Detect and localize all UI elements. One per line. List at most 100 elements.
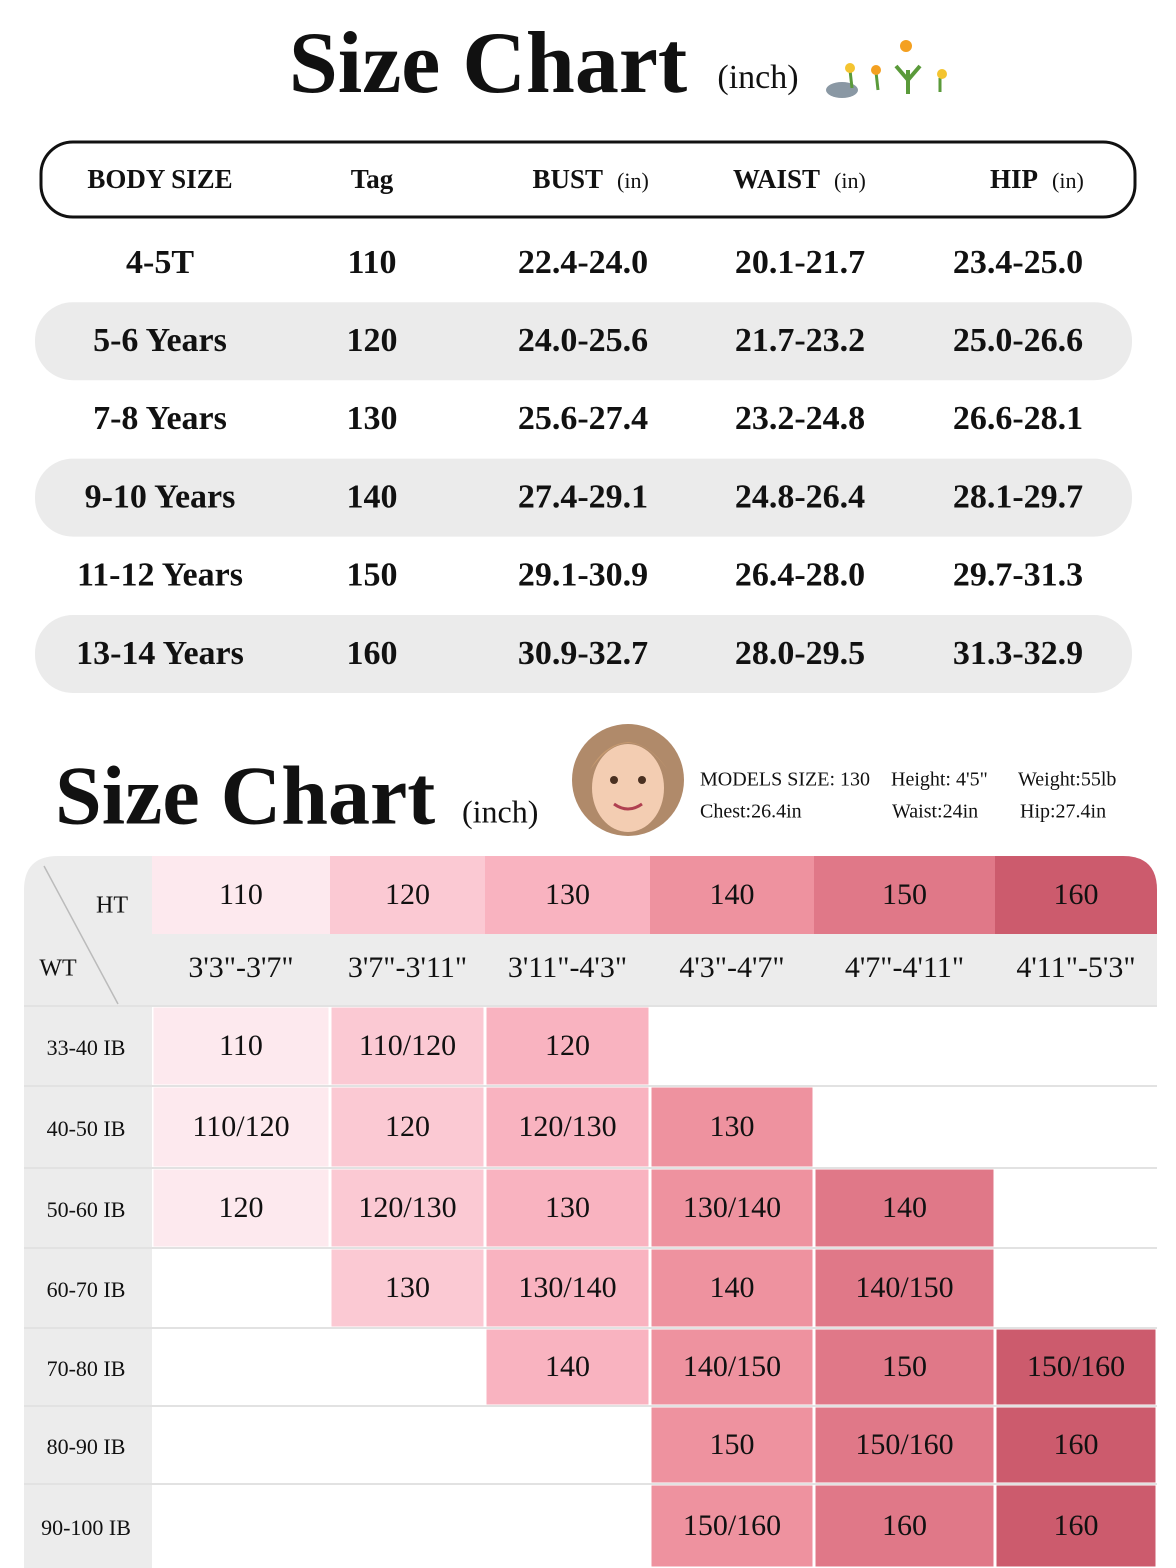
model-info: Height: 4'5" xyxy=(891,769,988,791)
size: 110/120 xyxy=(359,1029,456,1062)
tag-cell xyxy=(152,856,330,934)
tag-cell xyxy=(330,856,485,934)
model-info: Waist:24in xyxy=(892,801,978,823)
header-label: WAIST xyxy=(733,164,820,194)
header-label: HIP xyxy=(990,164,1038,194)
size-cell xyxy=(651,1169,813,1247)
cell: 24.0-25.6 xyxy=(518,322,648,359)
size: 150/160 xyxy=(1027,1350,1125,1383)
title: Size Chart xyxy=(289,15,687,112)
weight-label: 33-40 IB xyxy=(47,1035,126,1060)
size-cell xyxy=(996,1485,1156,1567)
size: 120 xyxy=(545,1029,590,1062)
size-cell xyxy=(815,1169,994,1247)
size-cell xyxy=(153,1087,329,1167)
height: 4'7"-4'11" xyxy=(845,951,964,984)
size-cell xyxy=(486,1007,649,1085)
size-cell xyxy=(331,1249,484,1327)
size: 140 xyxy=(710,1271,755,1304)
size: 150 xyxy=(710,1428,755,1461)
cell: 7-8 Years xyxy=(93,400,227,437)
row-shade xyxy=(35,458,1132,537)
cell: 23.4-25.0 xyxy=(953,244,1083,281)
size-cell xyxy=(815,1329,994,1405)
size: 150/160 xyxy=(855,1428,953,1461)
cell: 29.1-30.9 xyxy=(518,557,648,594)
cell: 28.1-29.7 xyxy=(953,478,1083,515)
size-cell xyxy=(331,1169,484,1247)
header-unit: (in) xyxy=(1052,168,1084,193)
size: 120 xyxy=(219,1191,264,1224)
size-cell xyxy=(153,1007,329,1085)
row-shade xyxy=(35,615,1132,693)
size-cell xyxy=(486,1249,649,1327)
size-cell xyxy=(153,1169,329,1247)
size: 140 xyxy=(545,1350,590,1383)
cell: 110 xyxy=(347,244,396,281)
header-label: BUST xyxy=(532,164,603,194)
cell: 25.0-26.6 xyxy=(953,322,1083,359)
weight-label: 80-90 IB xyxy=(47,1434,126,1459)
cell: 29.7-31.3 xyxy=(953,557,1083,594)
size: 120 xyxy=(385,1110,430,1143)
cell: 27.4-29.1 xyxy=(518,478,648,515)
size: 130 xyxy=(710,1110,755,1143)
weight-label: 40-50 IB xyxy=(47,1116,126,1141)
corner-ht: HT xyxy=(96,893,128,919)
weight-label: 90-100 IB xyxy=(41,1515,131,1540)
model-info: MODELS SIZE: 130 xyxy=(700,769,870,791)
tag: 150 xyxy=(882,878,927,911)
cell: 120 xyxy=(347,322,398,359)
weight-label: 70-80 IB xyxy=(47,1356,126,1381)
cell: 28.0-29.5 xyxy=(735,635,865,672)
size-cell xyxy=(996,1407,1156,1483)
size-cell xyxy=(815,1249,994,1327)
model-info: Hip:27.4in xyxy=(1020,801,1106,823)
tag: 130 xyxy=(545,878,590,911)
tag-cell xyxy=(995,856,1157,934)
cell: 26.6-28.1 xyxy=(953,400,1083,437)
size-cell xyxy=(815,1407,994,1483)
size-cell xyxy=(486,1169,649,1247)
tag: 140 xyxy=(710,878,755,911)
cell: 140 xyxy=(347,478,398,515)
size: 140 xyxy=(882,1191,927,1224)
height: 3'11"-4'3" xyxy=(508,951,627,984)
cell: 9-10 Years xyxy=(85,478,236,515)
height: 4'11"-5'3" xyxy=(1016,951,1135,984)
tag-cell xyxy=(814,856,995,934)
size: 120/130 xyxy=(358,1191,456,1224)
size-cell xyxy=(331,1007,484,1085)
title: Size Chart xyxy=(55,749,435,842)
cell: 150 xyxy=(347,557,398,594)
tag-cell xyxy=(485,856,650,934)
size: 140/150 xyxy=(683,1350,781,1383)
title-unit: (inch) xyxy=(462,793,538,829)
size-cell xyxy=(651,1407,813,1483)
weight-label: 60-70 IB xyxy=(47,1277,126,1302)
size: 130 xyxy=(545,1191,590,1224)
size: 110 xyxy=(219,1029,263,1062)
model-avatar xyxy=(572,724,684,836)
size: 130 xyxy=(385,1271,430,1304)
size: 130/140 xyxy=(518,1271,616,1304)
size-cell xyxy=(331,1087,484,1167)
weight-label: 50-60 IB xyxy=(47,1197,126,1222)
cell: 25.6-27.4 xyxy=(518,400,648,437)
cell: 130 xyxy=(347,400,398,437)
size: 160 xyxy=(882,1509,927,1542)
tag: 110 xyxy=(219,878,263,911)
cell: 23.2-24.8 xyxy=(735,400,865,437)
header-label: BODY SIZE xyxy=(87,164,232,194)
cell: 160 xyxy=(347,635,398,672)
size: 150/160 xyxy=(683,1509,781,1542)
size: 130/140 xyxy=(683,1191,781,1224)
size-cell xyxy=(651,1329,813,1405)
size: 110/120 xyxy=(192,1110,289,1143)
size-cell xyxy=(486,1087,649,1167)
height: 3'7"-3'11" xyxy=(348,951,467,984)
size-cell xyxy=(996,1329,1156,1405)
cell: 5-6 Years xyxy=(93,322,227,359)
title-unit: (inch) xyxy=(717,59,798,96)
